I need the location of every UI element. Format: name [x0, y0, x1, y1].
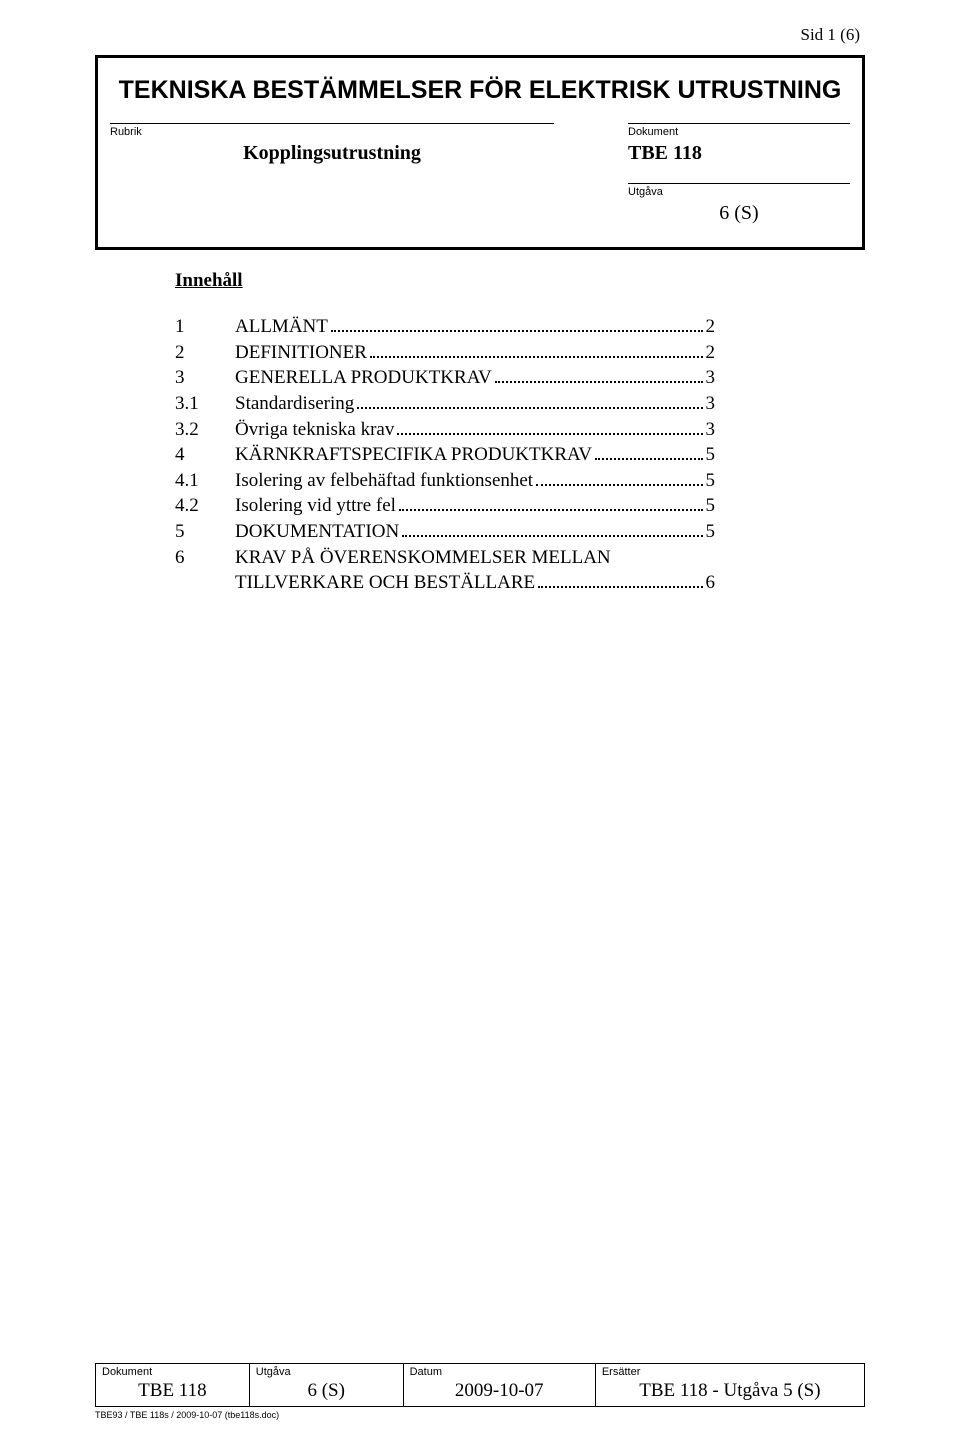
utgava-value: 6 (S): [628, 202, 850, 225]
toc-item-continuation: TILLVERKARE OCH BESTÄLLARE 6: [175, 570, 715, 596]
toc-dots: [331, 330, 703, 332]
toc-item: 4 KÄRNKRAFTSPECIFIKA PRODUKTKRAV 5: [175, 442, 715, 468]
toc-item: 3.1 Standardisering 3: [175, 391, 715, 417]
meta-labels-row: Rubrik Dokument: [98, 123, 862, 138]
footer: Dokument TBE 118 Utgåva 6 (S) Datum 2009…: [95, 1363, 865, 1420]
toc-item: 6 KRAV PÅ ÖVERENSKOMMELSER MELLAN: [175, 545, 715, 571]
toc-num: 3.2: [175, 417, 235, 443]
toc-item: 3 GENERELLA PRODUKTKRAV 3: [175, 365, 715, 391]
footer-cell-datum: Datum 2009-10-07: [403, 1364, 595, 1407]
header-box: TEKNISKA BESTÄMMELSER FÖR ELEKTRISK UTRU…: [95, 55, 865, 250]
toc-item: 4.1 Isolering av felbehäftad funktionsen…: [175, 468, 715, 494]
toc-page: 6: [706, 570, 716, 596]
toc-page: 5: [706, 493, 716, 519]
toc-item: 2 DEFINITIONER 2: [175, 340, 715, 366]
document-page: Sid 1 (6) TEKNISKA BESTÄMMELSER FÖR ELEK…: [0, 0, 960, 1438]
toc-page: 5: [706, 519, 716, 545]
toc-dots: [538, 586, 702, 588]
content-area: Innehåll 1 ALLMÄNT 2 2 DEFINITIONER 2 3 …: [95, 250, 865, 596]
toc: 1 ALLMÄNT 2 2 DEFINITIONER 2 3 GENERELLA…: [175, 314, 715, 596]
toc-dots: [370, 356, 703, 358]
toc-page: 3: [706, 365, 716, 391]
toc-page: 5: [706, 468, 716, 494]
toc-dots: [397, 433, 702, 435]
toc-label: ALLMÄNT: [235, 314, 328, 340]
toc-page: 2: [706, 314, 716, 340]
toc-label: DOKUMENTATION: [235, 519, 399, 545]
rubrik-label: Rubrik: [110, 123, 554, 138]
toc-num: 4: [175, 442, 235, 468]
toc-label: KÄRNKRAFTSPECIFIKA PRODUKTKRAV: [235, 442, 592, 468]
main-title: TEKNISKA BESTÄMMELSER FÖR ELEKTRISK UTRU…: [98, 58, 862, 123]
toc-page: 3: [706, 391, 716, 417]
toc-num: 5: [175, 519, 235, 545]
toc-item: 5 DOKUMENTATION 5: [175, 519, 715, 545]
toc-dots: [536, 484, 702, 486]
toc-dots: [402, 535, 702, 537]
footer-cell-ersatter: Ersätter TBE 118 - Utgåva 5 (S): [595, 1364, 864, 1407]
toc-num: 4.2: [175, 493, 235, 519]
toc-label: Standardisering: [235, 391, 354, 417]
toc-label: Isolering vid yttre fel: [235, 493, 396, 519]
toc-item: 4.2 Isolering vid yttre fel 5: [175, 493, 715, 519]
toc-num: 2: [175, 340, 235, 366]
utgava-label: Utgåva: [628, 183, 850, 198]
toc-label: GENERELLA PRODUKTKRAV: [235, 365, 492, 391]
footer-table: Dokument TBE 118 Utgåva 6 (S) Datum 2009…: [95, 1363, 865, 1407]
toc-item: 1 ALLMÄNT 2: [175, 314, 715, 340]
toc-dots: [595, 458, 702, 460]
footer-label: Datum: [410, 1366, 589, 1378]
footer-label: Ersätter: [602, 1366, 858, 1378]
toc-dots: [495, 381, 703, 383]
toc-label: TILLVERKARE OCH BESTÄLLARE: [235, 570, 535, 596]
page-number: Sid 1 (6): [801, 25, 861, 45]
toc-num: 6: [175, 545, 235, 571]
footer-value: 6 (S): [256, 1378, 397, 1402]
toc-item: 3.2 Övriga tekniska krav 3: [175, 417, 715, 443]
dokument-label: Dokument: [628, 123, 850, 138]
doc-number: TBE 118: [628, 142, 850, 165]
footer-cell-utgava: Utgåva 6 (S): [249, 1364, 403, 1407]
toc-num: 1: [175, 314, 235, 340]
toc-label: KRAV PÅ ÖVERENSKOMMELSER MELLAN: [235, 545, 611, 571]
toc-page: 2: [706, 340, 716, 366]
toc-label: DEFINITIONER: [235, 340, 367, 366]
toc-num: 4.1: [175, 468, 235, 494]
meta-values-row: Kopplingsutrustning TBE 118: [98, 138, 862, 183]
footer-value: 2009-10-07: [410, 1378, 589, 1402]
utgava-label-row: Utgåva: [98, 183, 862, 198]
toc-label: Isolering av felbehäftad funktionsenhet: [235, 468, 533, 494]
toc-label: Övriga tekniska krav: [235, 417, 394, 443]
footer-label: Utgåva: [256, 1366, 397, 1378]
toc-page: 3: [706, 417, 716, 443]
toc-dots: [357, 407, 702, 409]
footer-path: TBE93 / TBE 118s / 2009-10-07 (tbe118s.d…: [95, 1410, 865, 1420]
toc-page: 5: [706, 442, 716, 468]
utgava-value-row: 6 (S): [98, 198, 862, 247]
toc-heading: Innehåll: [175, 270, 865, 292]
footer-value: TBE 118: [102, 1378, 243, 1402]
toc-num: 3.1: [175, 391, 235, 417]
subtitle: Kopplingsutrustning: [110, 142, 554, 165]
footer-cell-dokument: Dokument TBE 118: [96, 1364, 250, 1407]
toc-num: 3: [175, 365, 235, 391]
footer-value: TBE 118 - Utgåva 5 (S): [602, 1378, 858, 1402]
toc-dots: [399, 509, 703, 511]
footer-label: Dokument: [102, 1366, 243, 1378]
